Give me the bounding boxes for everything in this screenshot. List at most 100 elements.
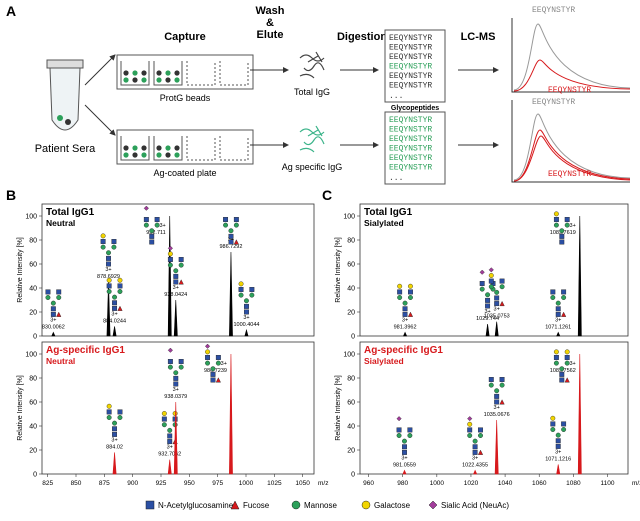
glcnac-icon (112, 431, 118, 437)
panel-label: B (6, 187, 16, 203)
hexose-icon (564, 360, 570, 366)
peptide: EEQYNSTYR (389, 145, 432, 154)
charge-label: 3+ (243, 315, 249, 321)
plate-outline (116, 129, 254, 165)
cell (57, 115, 63, 121)
peak-label: 884.02 (106, 444, 123, 450)
hexose-icon (561, 295, 567, 300)
tube-cap (46, 59, 84, 69)
hexose-icon (479, 286, 485, 292)
ag-squiggles (299, 125, 325, 153)
well-label: Ag-coated plate (153, 168, 216, 178)
hexose-icon (50, 300, 56, 306)
peak (167, 459, 172, 475)
glcnac-icon (485, 303, 491, 309)
charge-label: 3+ (173, 387, 179, 393)
x-tick-label: 950 (184, 480, 195, 487)
y-tick-label: 100 (343, 214, 355, 221)
peak (494, 419, 499, 475)
well (120, 61, 150, 86)
glcnac-icon (564, 217, 570, 222)
charge-label: 3+ (570, 223, 576, 229)
hexose-icon (408, 283, 413, 289)
y-axis-label: Relative Intensity [%] (17, 237, 24, 302)
legend-symbol (291, 500, 301, 510)
glcnac-icon (173, 375, 179, 381)
peptide: EEQYNSTYR (389, 135, 432, 144)
glcnac-icon (249, 287, 255, 292)
step-label: Capture (164, 31, 206, 43)
charge-label: 3+ (173, 285, 179, 291)
peak (229, 353, 233, 475)
y-tick-label: 80 (347, 238, 355, 245)
glcnac-icon (559, 239, 565, 245)
glcnac-icon (553, 355, 559, 360)
plot-frame (359, 341, 629, 475)
hexose-icon (553, 360, 559, 366)
glcnac-icon (228, 233, 234, 239)
glcnac-icon (494, 399, 500, 405)
legend-symbol (361, 500, 371, 510)
peak (229, 251, 233, 337)
hexose-icon (106, 403, 112, 409)
y-tick-label: 80 (347, 376, 355, 383)
charge-label: 3+ (105, 267, 111, 273)
y-tick-label: 40 (29, 424, 37, 431)
peak-label: 1071.1261 (545, 324, 571, 330)
hexose-icon (149, 228, 155, 234)
hexose-icon (161, 411, 167, 416)
peak-label: 1083.7562 (550, 368, 576, 374)
bead (132, 70, 138, 76)
hexose-icon (205, 349, 211, 355)
peak (402, 331, 408, 337)
hexose-icon (172, 411, 178, 416)
peak (556, 331, 561, 337)
peak (494, 321, 499, 337)
hexose-icon (154, 222, 160, 228)
glcnac-icon (553, 217, 559, 222)
igg-squiggles (299, 51, 325, 79)
glcnac-icon (167, 359, 173, 364)
chart-title: Ag-specific IgG1 (364, 345, 443, 356)
hexose-icon (488, 382, 494, 388)
peak (106, 281, 111, 337)
glcnac-icon (479, 281, 485, 286)
glcnac-icon (178, 359, 184, 364)
peptide: EEQYNSTYR (389, 53, 432, 62)
legend: N-Acetylglucosamine Fucose Mannose Galactos… (145, 500, 509, 510)
y-tick-label: 0 (33, 334, 37, 341)
hexose-icon (561, 427, 567, 432)
well-label: ProtG beads (160, 93, 211, 103)
peak-label: 1071.1216 (545, 456, 571, 462)
hexose-icon (112, 420, 118, 426)
bead (141, 77, 147, 83)
x-axis-label: m/z (632, 480, 640, 487)
legend-symbol (145, 500, 155, 510)
hexose-icon (173, 268, 179, 274)
x-tick-label: 925 (156, 480, 167, 487)
peptide-box (384, 111, 446, 185)
glcnac-icon (550, 289, 556, 295)
hexose-icon (499, 284, 505, 290)
bead (165, 77, 171, 83)
glcnac-icon (149, 239, 155, 245)
hexose-icon (106, 277, 112, 283)
hexose-icon (215, 360, 221, 366)
legend-label: Mannose (304, 501, 337, 510)
antibody (165, 152, 171, 158)
sialic-icon (205, 343, 211, 349)
x-tick-label: 1080 (566, 480, 581, 487)
charge-label: 3+ (50, 317, 56, 323)
peptide: EEQYNSTYR (389, 116, 432, 125)
hexose-icon (553, 349, 559, 355)
glcnac-icon (397, 289, 403, 295)
peptide: EEQYNSTYR (389, 126, 432, 135)
glcnac-icon (178, 257, 184, 262)
legend-label: Fucose (243, 501, 270, 510)
x-tick-label: 1020 (464, 480, 479, 487)
antibody (132, 145, 138, 151)
peak (244, 328, 249, 337)
charge-label: 3+ (570, 361, 576, 367)
glcnac-icon (402, 311, 408, 317)
bead (156, 70, 162, 76)
